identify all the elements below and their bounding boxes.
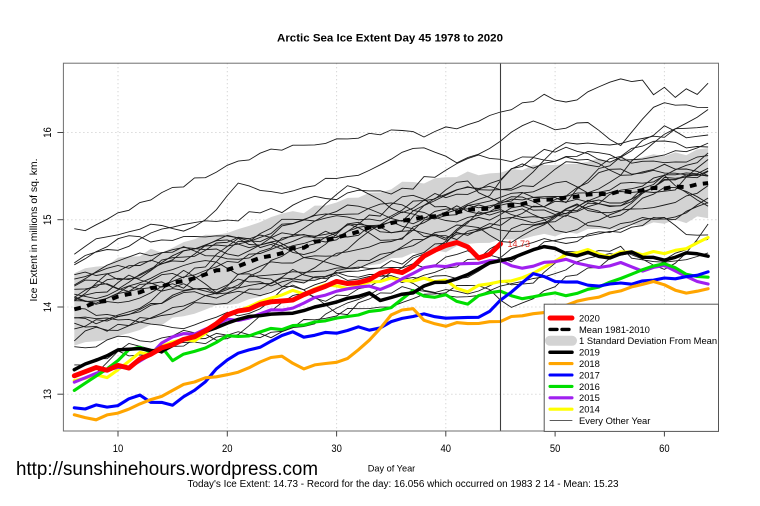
svg-text:http://sunshinehours.wordpress: http://sunshinehours.wordpress.com bbox=[16, 459, 318, 480]
svg-text:2016: 2016 bbox=[579, 381, 600, 392]
svg-text:60: 60 bbox=[659, 443, 670, 455]
svg-text:2020: 2020 bbox=[579, 312, 600, 323]
svg-text:40: 40 bbox=[441, 443, 452, 455]
svg-text:Ice Extent in millions of sq.: Ice Extent in millions of sq. km. bbox=[29, 159, 40, 302]
svg-text:Every Other Year: Every Other Year bbox=[579, 415, 650, 426]
svg-text:2015: 2015 bbox=[579, 392, 600, 403]
svg-text:2014: 2014 bbox=[579, 404, 600, 415]
svg-text:15: 15 bbox=[42, 214, 54, 225]
svg-text:50: 50 bbox=[550, 443, 561, 455]
svg-text:16: 16 bbox=[42, 127, 54, 138]
svg-text:14.73: 14.73 bbox=[508, 239, 531, 249]
svg-text:Today's Ice Extent: 14.73 - R: Today's Ice Extent: 14.73 - Record for t… bbox=[188, 479, 619, 490]
svg-text:14: 14 bbox=[42, 302, 54, 313]
svg-text:Arctic Sea Ice Extent Day 45 1: Arctic Sea Ice Extent Day 45 1978 to 202… bbox=[277, 32, 503, 44]
svg-text:Mean 1981-2010: Mean 1981-2010 bbox=[579, 324, 650, 335]
svg-text:2019: 2019 bbox=[579, 347, 600, 358]
svg-text:1 Standard Deviation From Mean: 1 Standard Deviation From Mean bbox=[579, 335, 717, 346]
svg-text:30: 30 bbox=[331, 443, 342, 455]
svg-text:10: 10 bbox=[113, 443, 124, 455]
svg-text:2017: 2017 bbox=[579, 369, 600, 380]
svg-text:20: 20 bbox=[222, 443, 233, 455]
svg-text:Day of Year: Day of Year bbox=[368, 464, 416, 474]
svg-text:13: 13 bbox=[42, 389, 54, 400]
svg-text:2018: 2018 bbox=[579, 358, 600, 369]
